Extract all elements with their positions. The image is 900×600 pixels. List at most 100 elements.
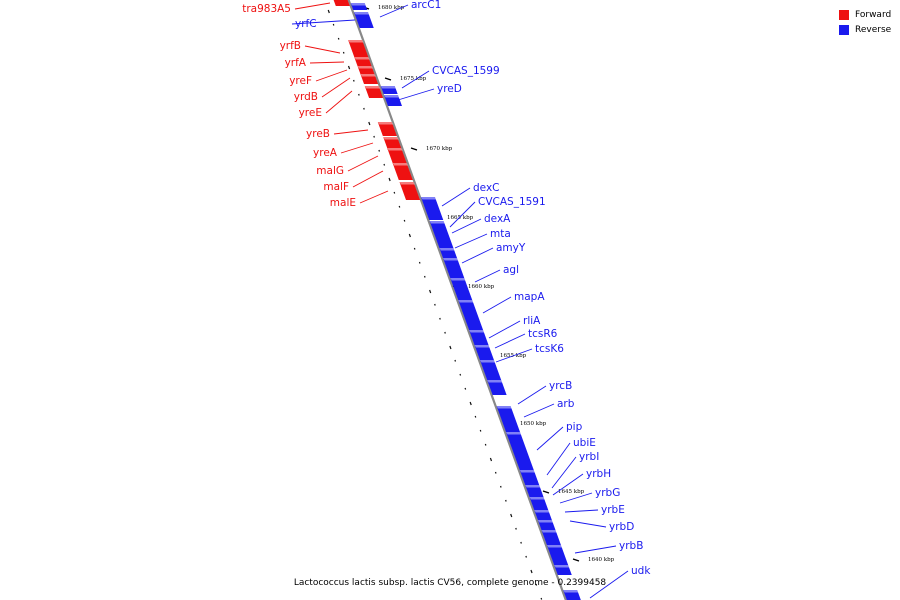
gene-label[interactable]: amyY <box>496 242 526 254</box>
gene-yrbB[interactable] <box>554 565 572 575</box>
gene-block[interactable] <box>399 182 421 200</box>
gene-label[interactable]: yrfC <box>295 18 317 30</box>
gene-block[interactable] <box>537 520 556 530</box>
gene-malE[interactable] <box>399 182 421 200</box>
gene-malG[interactable] <box>387 148 408 165</box>
gene-label[interactable]: pip <box>566 421 583 433</box>
gene-label[interactable]: yrcB <box>549 380 572 392</box>
gene-block[interactable] <box>506 432 534 470</box>
gene-yreF[interactable] <box>357 66 375 75</box>
gene-label[interactable]: yrbI <box>579 451 599 463</box>
gene-label[interactable]: rliA <box>523 315 541 327</box>
gene-arcC1[interactable] <box>350 3 368 10</box>
gene-rliA[interactable] <box>474 345 494 360</box>
gene-yreE[interactable] <box>364 86 384 98</box>
gene-block[interactable] <box>377 122 397 136</box>
gene-yreD[interactable] <box>384 95 402 106</box>
gene-block[interactable] <box>443 258 465 278</box>
gene-malF[interactable] <box>392 163 413 180</box>
gene-tra983A5[interactable] <box>331 0 350 6</box>
gene-arb[interactable] <box>506 432 534 470</box>
gene-yreB[interactable] <box>377 122 397 136</box>
gene-block[interactable] <box>479 360 502 380</box>
gene-block[interactable] <box>519 470 540 485</box>
gene-label[interactable]: malE <box>330 197 356 209</box>
gene-label[interactable]: yreF <box>289 75 312 87</box>
gene-dexC[interactable] <box>420 197 444 220</box>
gene-label[interactable]: dexA <box>484 213 511 225</box>
gene-block[interactable] <box>439 248 458 258</box>
gene-yrcB[interactable] <box>496 406 521 432</box>
gene-yrfC[interactable] <box>353 12 374 28</box>
gene-block[interactable] <box>563 590 582 600</box>
gene-label[interactable]: tcsK6 <box>535 343 564 355</box>
gene-block[interactable] <box>387 148 408 165</box>
gene-label[interactable]: malF <box>323 181 349 193</box>
gene-block[interactable] <box>384 95 402 106</box>
gene-yrbH[interactable] <box>534 510 552 520</box>
gene-label[interactable]: mapA <box>514 291 545 303</box>
gene-dexA[interactable] <box>439 248 458 258</box>
gene-block[interactable] <box>380 86 398 94</box>
gene-label[interactable]: dexC <box>473 182 500 194</box>
gene-agl[interactable] <box>458 300 484 330</box>
gene-block[interactable] <box>474 345 494 360</box>
gene-label[interactable]: udk <box>631 565 651 577</box>
gene-udk[interactable] <box>563 590 582 600</box>
gene-block[interactable] <box>450 278 473 300</box>
gene-block[interactable] <box>429 221 454 248</box>
gene-yrbD[interactable] <box>546 545 569 565</box>
gene-CVCAS_1591[interactable] <box>429 221 454 248</box>
gene-label[interactable]: yreD <box>437 83 462 95</box>
gene-yrfA[interactable] <box>354 57 372 66</box>
gene-block[interactable] <box>487 380 507 395</box>
gene-amyY[interactable] <box>450 278 473 300</box>
gene-tcsK6[interactable] <box>487 380 507 395</box>
gene-block[interactable] <box>357 66 375 75</box>
gene-yrfB[interactable] <box>348 40 369 58</box>
gene-block[interactable] <box>360 74 379 84</box>
gene-label[interactable]: CVCAS_1599 <box>432 65 500 77</box>
gene-label[interactable]: yrbE <box>601 504 625 516</box>
gene-yrbI[interactable] <box>529 497 549 510</box>
gene-block[interactable] <box>496 406 521 432</box>
gene-block[interactable] <box>392 163 413 180</box>
gene-label[interactable]: yreA <box>313 147 338 159</box>
gene-mapA[interactable] <box>469 330 489 345</box>
gene-label[interactable]: tcsR6 <box>528 328 558 340</box>
gene-label[interactable]: agl <box>503 264 519 276</box>
gene-block[interactable] <box>529 497 549 510</box>
gene-block[interactable] <box>420 197 444 220</box>
gene-ubiE[interactable] <box>525 485 544 497</box>
gene-label[interactable]: yrdB <box>294 91 318 103</box>
gene-yrdB[interactable] <box>360 74 379 84</box>
gene-label[interactable]: yreB <box>306 128 330 140</box>
gene-block[interactable] <box>534 510 552 520</box>
gene-block[interactable] <box>469 330 489 345</box>
gene-block[interactable] <box>348 40 369 58</box>
gene-pip[interactable] <box>519 470 540 485</box>
gene-CVCAS_1599[interactable] <box>380 86 398 94</box>
gene-label[interactable]: yrfA <box>285 57 307 69</box>
gene-block[interactable] <box>350 3 368 10</box>
gene-block[interactable] <box>458 300 484 330</box>
gene-label[interactable]: malG <box>316 165 344 177</box>
gene-block[interactable] <box>541 530 561 545</box>
gene-block[interactable] <box>554 565 572 575</box>
gene-label[interactable]: yrbD <box>609 521 634 533</box>
gene-label[interactable]: CVCAS_1591 <box>478 196 546 208</box>
gene-tcsR6[interactable] <box>479 360 502 380</box>
gene-label[interactable]: tra983A5 <box>242 3 291 15</box>
gene-label[interactable]: yrbG <box>595 487 620 499</box>
gene-label[interactable]: yrbH <box>586 468 611 480</box>
gene-yrbE[interactable] <box>541 530 561 545</box>
gene-block[interactable] <box>364 86 384 98</box>
gene-label[interactable]: arcC1 <box>411 0 441 11</box>
gene-label[interactable]: yrbB <box>619 540 643 552</box>
gene-label[interactable]: ubiE <box>573 437 596 449</box>
gene-block[interactable] <box>331 0 350 6</box>
gene-block[interactable] <box>525 485 544 497</box>
gene-block[interactable] <box>354 57 372 66</box>
gene-label[interactable]: yreE <box>299 107 322 119</box>
gene-yrbG[interactable] <box>537 520 556 530</box>
